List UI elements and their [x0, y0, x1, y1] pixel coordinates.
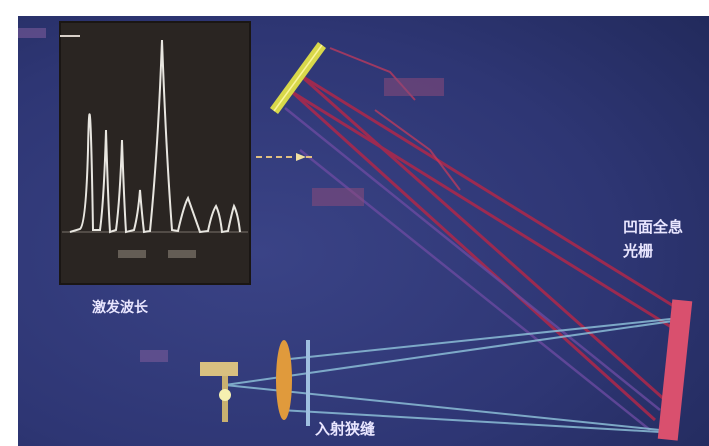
- spectrum-trace: [69, 39, 241, 234]
- spectrum-inset: [59, 21, 251, 285]
- faint-labels: [312, 78, 444, 206]
- teal-beams: [224, 317, 681, 433]
- lens: [276, 340, 292, 420]
- inset-caption: 激发波长: [92, 299, 149, 316]
- side-marks: [18, 28, 168, 362]
- red-beams: [290, 73, 681, 422]
- grating-label: 凹面全息 光栅: [622, 218, 688, 260]
- entrance-slit: [306, 340, 310, 426]
- light-source: [200, 362, 238, 422]
- folding-mirror: [270, 42, 326, 114]
- arrow-marker: [256, 153, 314, 161]
- slit-label: 入射狭缝: [315, 420, 375, 438]
- grating: [657, 299, 693, 441]
